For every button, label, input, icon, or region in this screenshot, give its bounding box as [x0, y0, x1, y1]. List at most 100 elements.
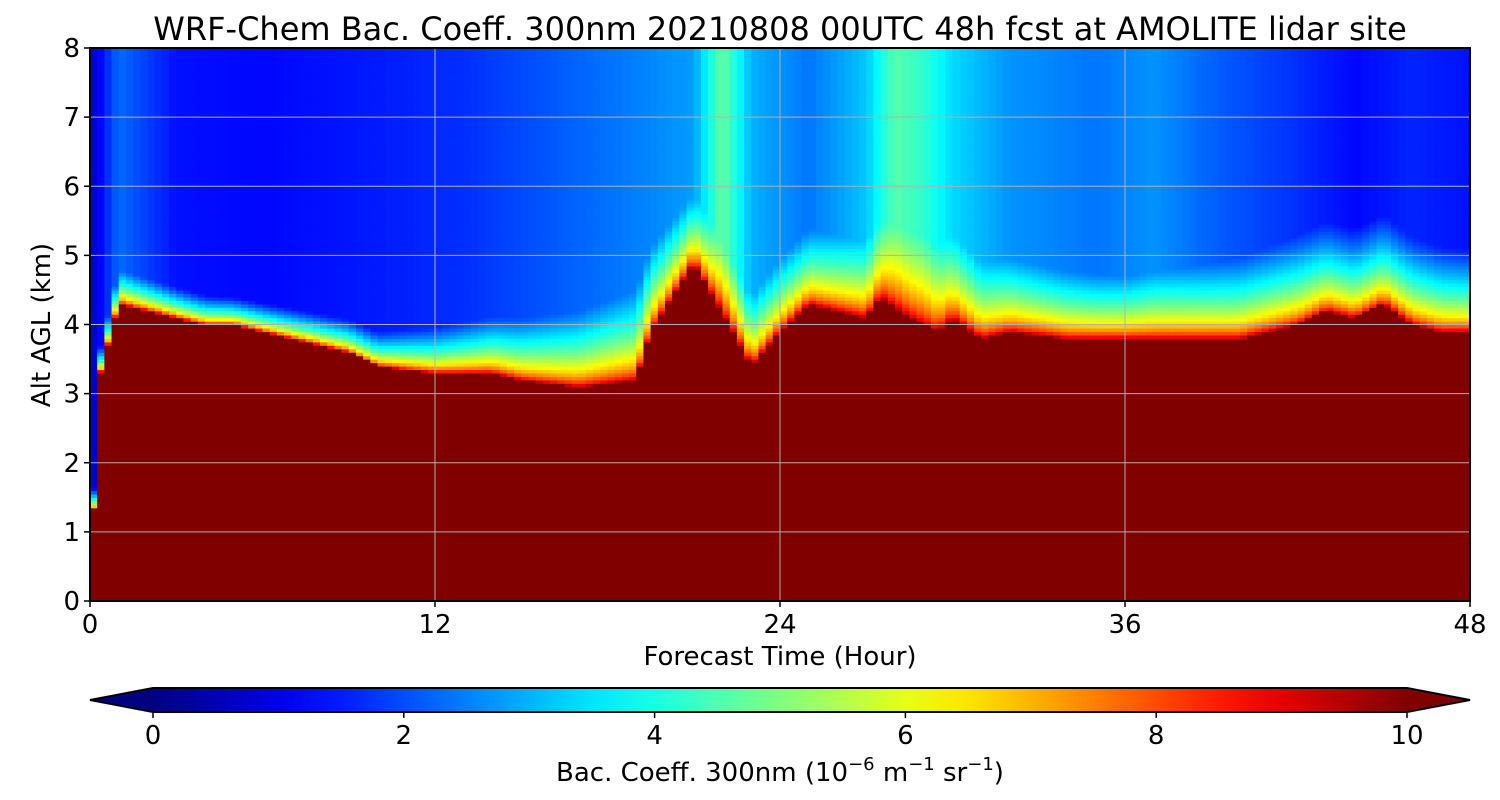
heatmap-cell	[97, 300, 105, 304]
heatmap-cell	[104, 573, 112, 577]
heatmap-cell	[112, 418, 120, 422]
heatmap-cell	[97, 318, 105, 322]
heatmap-cell	[126, 556, 134, 560]
heatmap-cell	[119, 345, 127, 349]
heatmap-cell	[133, 235, 141, 239]
heatmap-cell	[133, 435, 141, 439]
heatmap-cell	[112, 148, 120, 152]
heatmap-cell	[90, 342, 98, 346]
heatmap-cell	[119, 179, 127, 183]
heatmap-cell	[90, 214, 98, 218]
heatmap-cell	[90, 546, 98, 550]
heatmap-cell	[112, 335, 120, 339]
heatmap-cell	[97, 93, 105, 97]
heatmap-cell	[126, 65, 134, 69]
heatmap-cell	[97, 197, 105, 201]
heatmap-cell	[112, 224, 120, 228]
heatmap-cell	[97, 546, 105, 550]
heatmap-cell	[104, 425, 112, 429]
heatmap-cell	[119, 96, 127, 100]
heatmap-cell	[119, 124, 127, 128]
heatmap-cell	[119, 65, 127, 69]
heatmap-cell	[97, 383, 105, 387]
heatmap-cell	[126, 363, 134, 367]
heatmap-cell	[126, 373, 134, 377]
heatmap-cell	[90, 207, 98, 211]
heatmap-cell	[119, 532, 127, 536]
heatmap-cell	[90, 262, 98, 266]
heatmap-cell	[126, 117, 134, 121]
heatmap-cell	[126, 394, 134, 398]
heatmap-cell	[133, 577, 141, 581]
heatmap-cell	[119, 307, 127, 311]
heatmap-cell	[104, 463, 112, 467]
heatmap-cell	[126, 197, 134, 201]
heatmap-cell	[119, 197, 127, 201]
heatmap-cell	[112, 445, 120, 449]
heatmap-cell	[112, 428, 120, 432]
heatmap-cell	[104, 307, 112, 311]
heatmap-cell	[104, 245, 112, 249]
heatmap-cell	[90, 511, 98, 515]
heatmap-cell	[112, 456, 120, 460]
heatmap-cell	[90, 383, 98, 387]
heatmap-cell	[119, 117, 127, 121]
heatmap-cell	[126, 466, 134, 470]
heatmap-cell	[112, 262, 120, 266]
heatmap-cell	[112, 245, 120, 249]
heatmap-cell	[90, 103, 98, 107]
heatmap-cell	[133, 231, 141, 235]
heatmap-cell	[97, 380, 105, 384]
heatmap-cell	[126, 594, 134, 598]
heatmap-cell	[126, 352, 134, 356]
heatmap-cell	[97, 124, 105, 128]
heatmap-cell	[133, 297, 141, 301]
heatmap-cell	[97, 473, 105, 477]
heatmap-cell	[119, 103, 127, 107]
heatmap-cell	[119, 490, 127, 494]
heatmap-cell	[112, 286, 120, 290]
heatmap-cell	[112, 466, 120, 470]
heatmap-cell	[104, 300, 112, 304]
heatmap-cell	[112, 373, 120, 377]
heatmap-cell	[104, 148, 112, 152]
heatmap-cell	[112, 318, 120, 322]
heatmap-cell	[112, 214, 120, 218]
heatmap-cell	[112, 490, 120, 494]
heatmap-cell	[112, 311, 120, 315]
heatmap-cell	[104, 255, 112, 259]
heatmap-cell	[90, 435, 98, 439]
heatmap-cell	[90, 148, 98, 152]
heatmap-cell	[104, 273, 112, 277]
heatmap-cell	[112, 134, 120, 138]
heatmap-cell	[90, 518, 98, 522]
heatmap-cell	[104, 407, 112, 411]
heatmap-cell	[97, 407, 105, 411]
heatmap-cell	[90, 269, 98, 273]
heatmap-cell	[126, 286, 134, 290]
heatmap-cell	[119, 394, 127, 398]
heatmap-cell	[104, 262, 112, 266]
heatmap-cell	[104, 117, 112, 121]
heatmap-cell	[97, 235, 105, 239]
heatmap-cell	[104, 96, 112, 100]
heatmap-cell	[112, 356, 120, 360]
heatmap-cell	[133, 318, 141, 322]
heatmap-cell	[126, 148, 134, 152]
heatmap-cell	[126, 172, 134, 176]
heatmap-cell	[97, 255, 105, 259]
heatmap-cell	[90, 363, 98, 367]
heatmap-cell	[119, 242, 127, 246]
heatmap-cell	[119, 411, 127, 415]
heatmap-cell	[97, 214, 105, 218]
heatmap-cell	[126, 186, 134, 190]
heatmap-cell	[104, 383, 112, 387]
heatmap-cell	[126, 58, 134, 62]
heatmap-cell	[90, 255, 98, 259]
heatmap-cell	[133, 307, 141, 311]
heatmap-cell	[104, 242, 112, 246]
heatmap-cell	[112, 511, 120, 515]
heatmap-cell	[119, 318, 127, 322]
heatmap-cell	[126, 255, 134, 259]
heatmap-cell	[112, 159, 120, 163]
